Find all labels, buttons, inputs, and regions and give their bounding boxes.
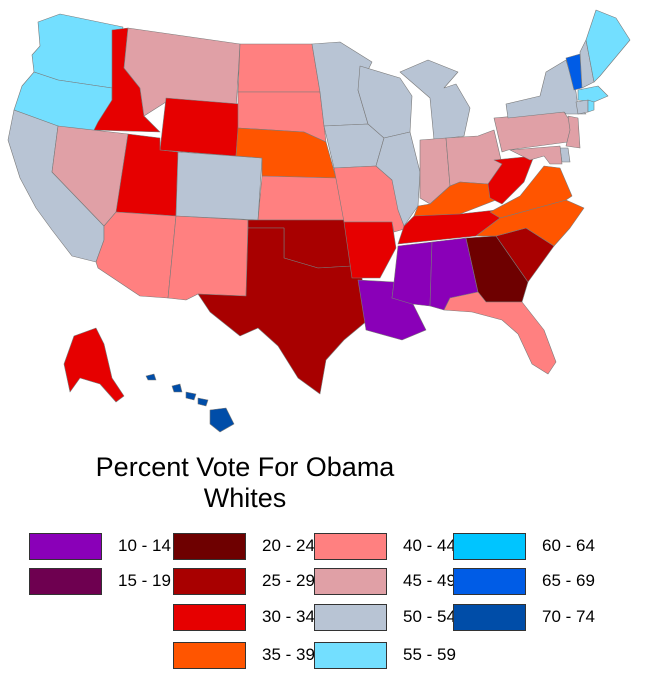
legend-label: 25 - 29	[262, 571, 315, 590]
state-md	[509, 145, 563, 165]
legend-item: 15 - 19	[29, 567, 171, 595]
legend-label: 10 - 14	[118, 536, 171, 555]
legend-label: 60 - 64	[542, 536, 595, 555]
legend-item: 40 - 44	[314, 532, 456, 560]
legend-label: 35 - 39	[262, 645, 315, 664]
legend-label: 15 - 19	[118, 571, 171, 590]
legend-swatch	[29, 567, 102, 595]
state-hi	[145, 373, 235, 433]
legend-item: 50 - 54	[314, 603, 456, 631]
legend-item: 70 - 74	[453, 603, 595, 631]
legend-swatch	[453, 567, 526, 595]
legend-swatch	[29, 532, 102, 560]
state-ri	[587, 99, 595, 113]
legend-label: 30 - 34	[262, 607, 315, 626]
legend-label: 65 - 69	[542, 571, 595, 590]
legend-swatch	[173, 567, 246, 595]
legend-swatch	[314, 603, 387, 631]
legend-item: 35 - 39	[173, 641, 315, 669]
state-ma	[577, 85, 609, 103]
map-title: Percent Vote For Obama Whites	[0, 452, 655, 514]
legend-item: 25 - 29	[173, 567, 315, 595]
state-ak	[63, 327, 125, 403]
legend-item: 65 - 69	[453, 567, 595, 595]
legend-item: 30 - 34	[173, 603, 315, 631]
state-me	[585, 9, 631, 83]
state-wv	[487, 155, 535, 205]
legend-label: 20 - 24	[262, 536, 315, 555]
legend-item: 20 - 24	[173, 532, 315, 560]
legend-label: 55 - 59	[403, 645, 456, 664]
legend-item: 45 - 49	[314, 567, 456, 595]
state-nj	[565, 115, 581, 149]
legend-swatch	[314, 532, 387, 560]
map-title-line2: Whites	[203, 483, 287, 513]
legend-label: 45 - 49	[403, 571, 456, 590]
legend-item: 55 - 59	[314, 641, 456, 669]
legend-swatch	[173, 641, 246, 669]
legend-swatch	[173, 603, 246, 631]
us-map	[7, 9, 631, 433]
legend-swatch	[173, 532, 246, 560]
legend-label: 50 - 54	[403, 607, 456, 626]
state-ar	[343, 221, 397, 279]
legend-label: 70 - 74	[542, 607, 595, 626]
legend-label: 40 - 44	[403, 536, 456, 555]
legend-swatch	[453, 603, 526, 631]
legend-swatch	[314, 641, 387, 669]
legend-item: 60 - 64	[453, 532, 595, 560]
map-title-line1: Percent Vote For Obama	[95, 452, 395, 482]
state-fl	[443, 291, 557, 375]
legend-item: 10 - 14	[29, 532, 171, 560]
state-mi	[399, 59, 471, 141]
state-va	[489, 165, 573, 219]
state-tx	[197, 227, 369, 395]
legend-swatch	[314, 567, 387, 595]
legend-swatch	[453, 532, 526, 560]
